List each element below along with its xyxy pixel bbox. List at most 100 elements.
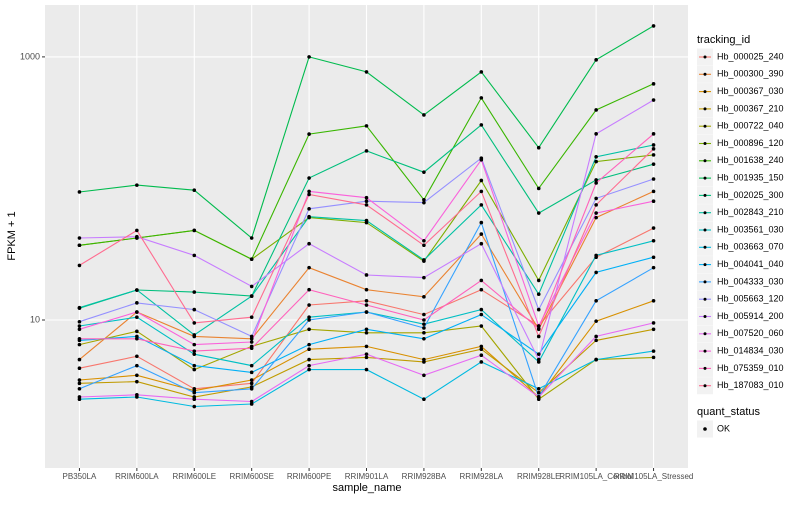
legend-swatch <box>703 332 707 336</box>
data-point <box>135 310 139 314</box>
data-point <box>249 236 254 240</box>
data-point <box>479 123 484 127</box>
data-point <box>364 199 369 203</box>
data-point <box>307 241 311 246</box>
data-point <box>594 178 598 182</box>
data-point <box>536 278 541 283</box>
data-point <box>135 336 139 341</box>
legend-swatch <box>703 72 707 76</box>
data-point <box>249 257 254 261</box>
data-point <box>594 196 598 201</box>
data-point <box>249 378 254 382</box>
data-point <box>307 132 311 136</box>
legend-swatch <box>703 90 707 94</box>
y-axis-label: FPKM + 1 <box>6 211 18 260</box>
data-point <box>651 355 656 360</box>
legend-label: Hb_002843_210 <box>717 207 784 217</box>
data-point <box>594 270 598 275</box>
data-point <box>651 199 656 203</box>
legend-label: Hb_075359_010 <box>717 363 784 373</box>
data-point <box>422 258 426 262</box>
data-point <box>77 366 82 371</box>
data-point <box>364 149 369 153</box>
data-point <box>651 327 656 332</box>
data-point <box>536 307 541 312</box>
data-point <box>249 294 254 298</box>
data-point <box>536 334 541 339</box>
data-point <box>651 162 656 166</box>
data-point <box>192 397 197 402</box>
data-point <box>364 303 369 307</box>
data-point <box>77 378 82 382</box>
data-point <box>479 203 484 207</box>
data-point <box>479 220 484 225</box>
data-point <box>651 189 656 194</box>
data-point <box>536 324 541 328</box>
data-point <box>422 243 426 248</box>
data-point <box>479 344 484 349</box>
x-tick-label: RRIM600LE <box>172 472 216 481</box>
legend-title: quant_status <box>697 406 760 418</box>
legend-swatch <box>703 124 707 128</box>
data-point <box>479 241 484 246</box>
data-point <box>651 24 656 28</box>
data-point <box>249 340 254 344</box>
data-point <box>364 310 369 314</box>
legend-label: Hb_000367_030 <box>717 86 784 96</box>
legend-label: Hb_005663_120 <box>717 294 784 304</box>
legend-swatch <box>703 245 707 249</box>
data-point <box>364 287 369 292</box>
data-point <box>651 132 656 136</box>
legend-swatch <box>703 193 707 197</box>
data-point <box>479 353 484 358</box>
data-point <box>422 239 426 243</box>
data-point <box>307 265 311 270</box>
legend-label: Hb_014834_030 <box>717 345 784 355</box>
x-tick-label: RRIM105LA_Stressed <box>614 472 694 481</box>
data-point <box>479 324 484 328</box>
data-point <box>594 155 598 159</box>
data-point <box>594 334 598 339</box>
data-point <box>77 243 82 248</box>
data-point <box>594 159 598 164</box>
data-point <box>422 113 426 117</box>
legend-swatch <box>703 366 707 370</box>
data-point <box>536 357 541 362</box>
legend-label: Hb_000896_120 <box>717 138 784 148</box>
legend-swatch <box>703 176 707 180</box>
legend-swatch <box>703 142 707 145</box>
legend-label: Hb_000722_040 <box>717 121 784 131</box>
data-point <box>422 295 426 299</box>
data-point <box>77 381 82 386</box>
data-point <box>536 211 541 215</box>
data-point <box>594 132 598 136</box>
data-point <box>651 153 656 157</box>
data-point <box>77 190 82 194</box>
y-tick-label: 10 <box>30 314 40 324</box>
x-tick-label: PB350LA <box>63 472 97 481</box>
data-point <box>249 284 254 289</box>
legend-label: Hb_002025_300 <box>717 190 784 200</box>
data-point <box>536 386 541 391</box>
data-point <box>594 357 598 362</box>
data-point <box>479 70 484 74</box>
data-point <box>536 395 541 399</box>
data-point <box>192 333 197 337</box>
data-point <box>249 381 254 386</box>
data-point <box>192 367 197 372</box>
data-point <box>594 108 598 112</box>
data-point <box>364 355 369 360</box>
data-point <box>77 327 82 332</box>
data-point <box>192 404 197 409</box>
x-tick-label: RRIM600SE <box>229 472 273 481</box>
legend-label: OK <box>717 423 730 433</box>
data-point <box>192 342 197 347</box>
data-point <box>422 200 426 205</box>
data-point <box>536 186 541 191</box>
data-point <box>651 143 656 147</box>
data-point <box>192 188 197 192</box>
data-point <box>479 347 484 351</box>
data-point <box>364 203 369 207</box>
data-point <box>307 214 311 219</box>
